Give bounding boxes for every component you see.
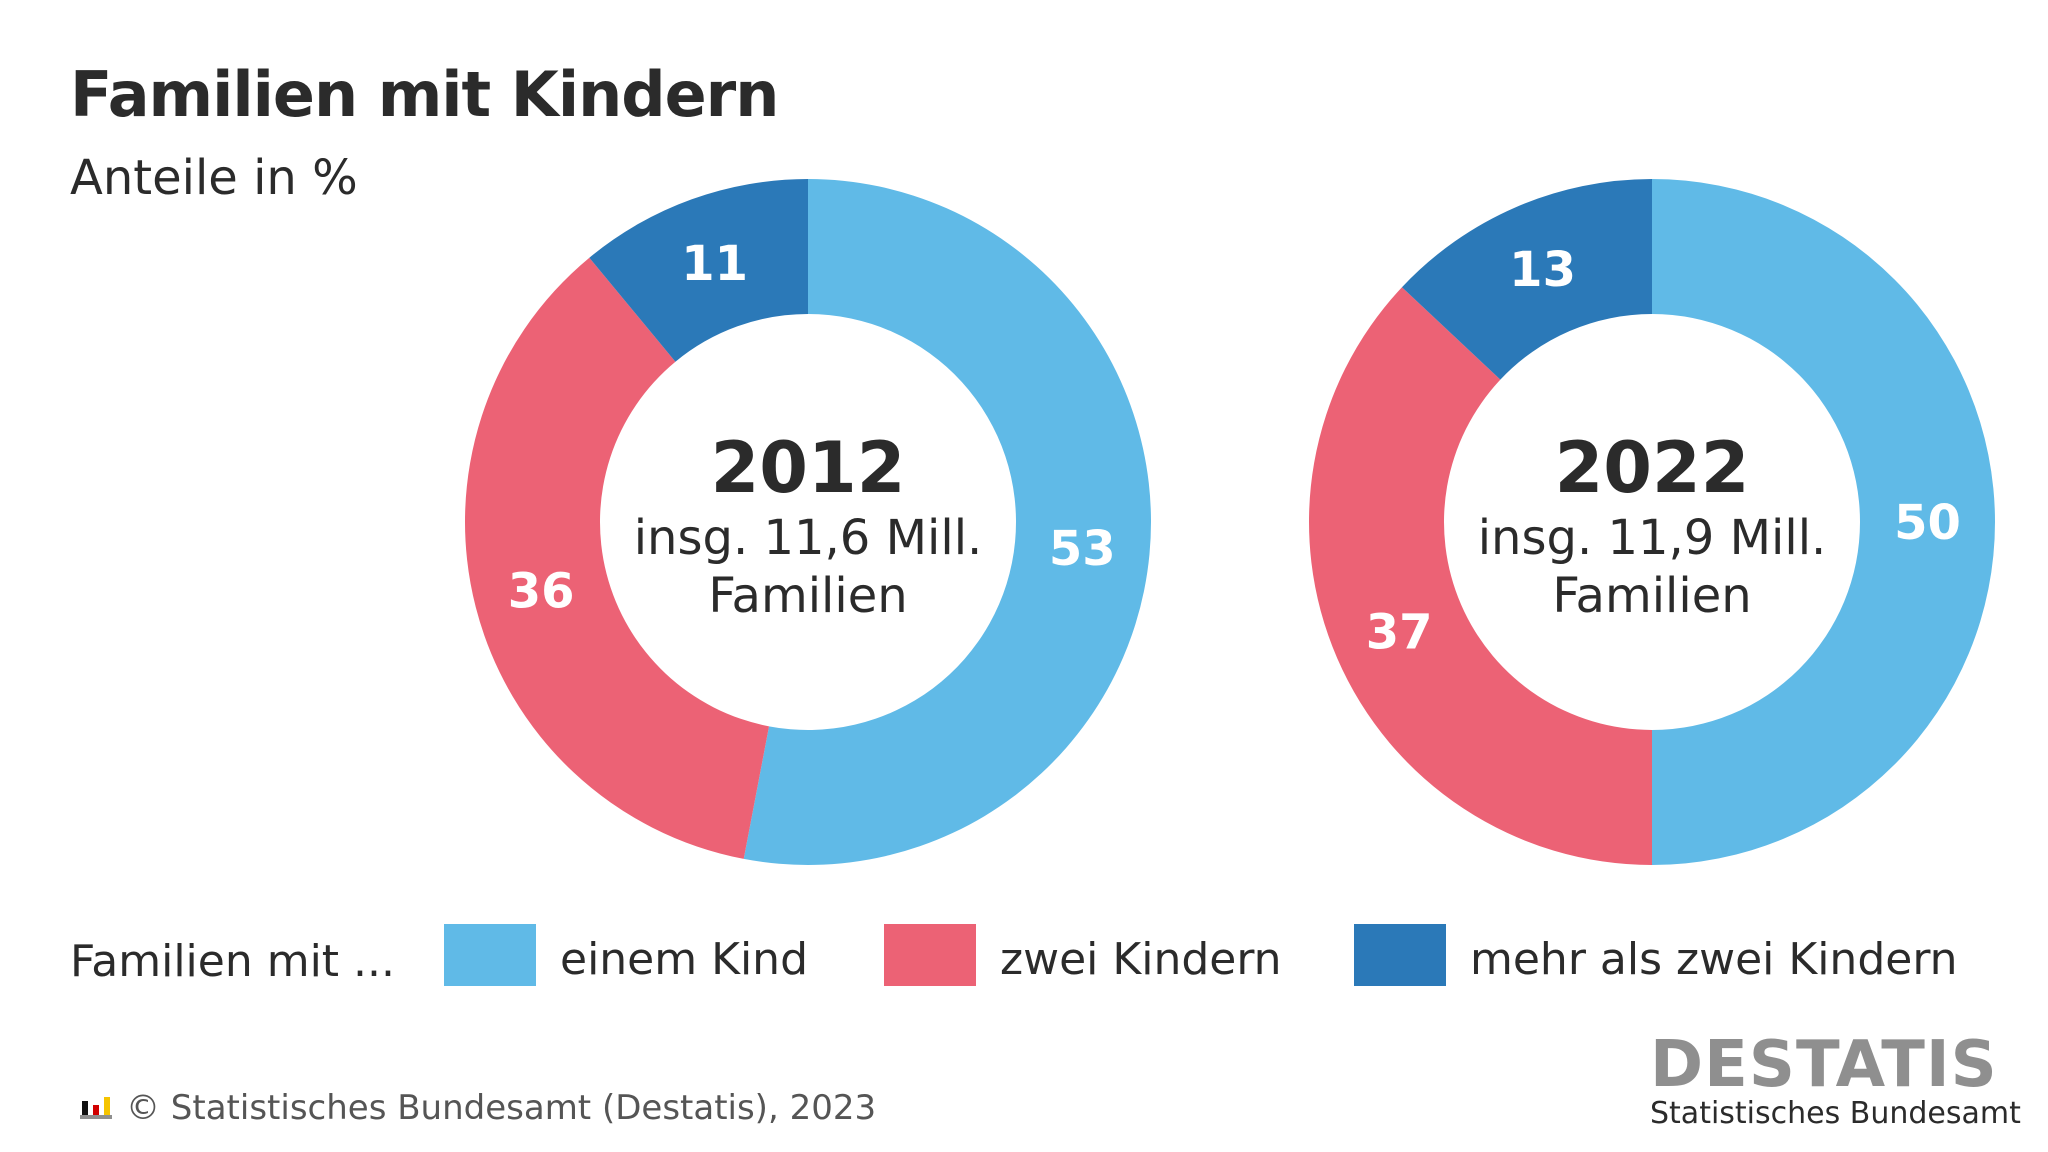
slice-2022-mehr-als-zwei-kindern bbox=[1401, 179, 1652, 380]
slice-2022-zwei-kindern bbox=[1308, 287, 1652, 866]
logo-tagline: Statistisches Bundesamt bbox=[1650, 1096, 2021, 1131]
legend-label-mehr-als-zwei-kindern: mehr als zwei Kindern bbox=[1470, 934, 1958, 985]
center-year-2012: 2012 bbox=[711, 427, 906, 509]
logo-wordmark: DESTATIS bbox=[1650, 1028, 1998, 1102]
center-total-2022: insg. 11,9 Mill. bbox=[1478, 510, 1827, 566]
source-text: © Statistisches Bundesamt (Destatis), 20… bbox=[126, 1088, 877, 1128]
chart-title: Familien mit Kindern bbox=[70, 58, 779, 131]
source-footer: © Statistisches Bundesamt (Destatis), 20… bbox=[70, 1088, 876, 1128]
legend-swatch-zwei-kindern bbox=[884, 924, 976, 986]
center-total-2012: insg. 11,6 Mill. bbox=[634, 510, 983, 566]
value-label-2012-einem-kind: 53 bbox=[1049, 521, 1116, 577]
legend-swatch-einem-kind bbox=[444, 924, 536, 986]
slice-2012-einem-kind bbox=[743, 179, 1151, 865]
destatis-logo: DESTATIS Statistisches Bundesamt bbox=[1650, 1028, 2021, 1131]
legend: Familien mit ... einem Kind zwei Kindern… bbox=[70, 924, 2000, 994]
slice-2012-mehr-als-zwei-kindern bbox=[589, 179, 808, 362]
value-label-2022-zwei-kindern: 37 bbox=[1366, 604, 1433, 660]
value-label-2012-mehr-als-zwei-kindern: 11 bbox=[681, 236, 748, 292]
destatis-mini-icon bbox=[80, 1097, 112, 1119]
value-label-2012-zwei-kindern: 36 bbox=[508, 564, 575, 620]
center-year-2022: 2022 bbox=[1555, 427, 1750, 509]
chart-subtitle: Anteile in % bbox=[70, 150, 358, 206]
value-label-2022-mehr-als-zwei-kindern: 13 bbox=[1509, 242, 1576, 298]
legend-title: Familien mit ... bbox=[70, 936, 395, 987]
center-unit-2022: Familien bbox=[1552, 568, 1751, 624]
legend-label-einem-kind: einem Kind bbox=[560, 934, 808, 985]
center-unit-2012: Familien bbox=[708, 568, 907, 624]
legend-swatch-mehr-als-zwei-kindern bbox=[1354, 924, 1446, 986]
legend-label-zwei-kindern: zwei Kindern bbox=[1000, 934, 1282, 985]
slice-2012-zwei-kindern bbox=[464, 257, 770, 859]
value-label-2022-einem-kind: 50 bbox=[1894, 495, 1961, 551]
slice-2022-einem-kind bbox=[1652, 179, 1995, 865]
